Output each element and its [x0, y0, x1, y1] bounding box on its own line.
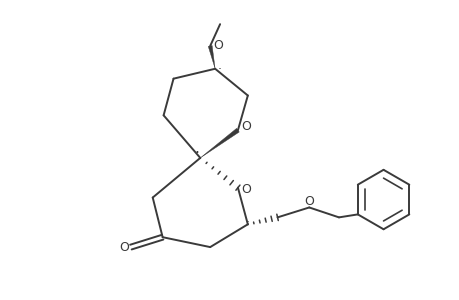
Text: O: O	[119, 241, 129, 254]
Text: ·: ·	[245, 216, 249, 229]
Text: O: O	[241, 183, 250, 196]
Text: ·: ·	[218, 63, 222, 76]
Text: O: O	[213, 40, 223, 52]
Text: O: O	[304, 195, 313, 208]
Polygon shape	[200, 128, 239, 158]
Text: O: O	[241, 120, 250, 133]
Polygon shape	[208, 46, 215, 69]
Text: ·: ·	[195, 146, 199, 161]
